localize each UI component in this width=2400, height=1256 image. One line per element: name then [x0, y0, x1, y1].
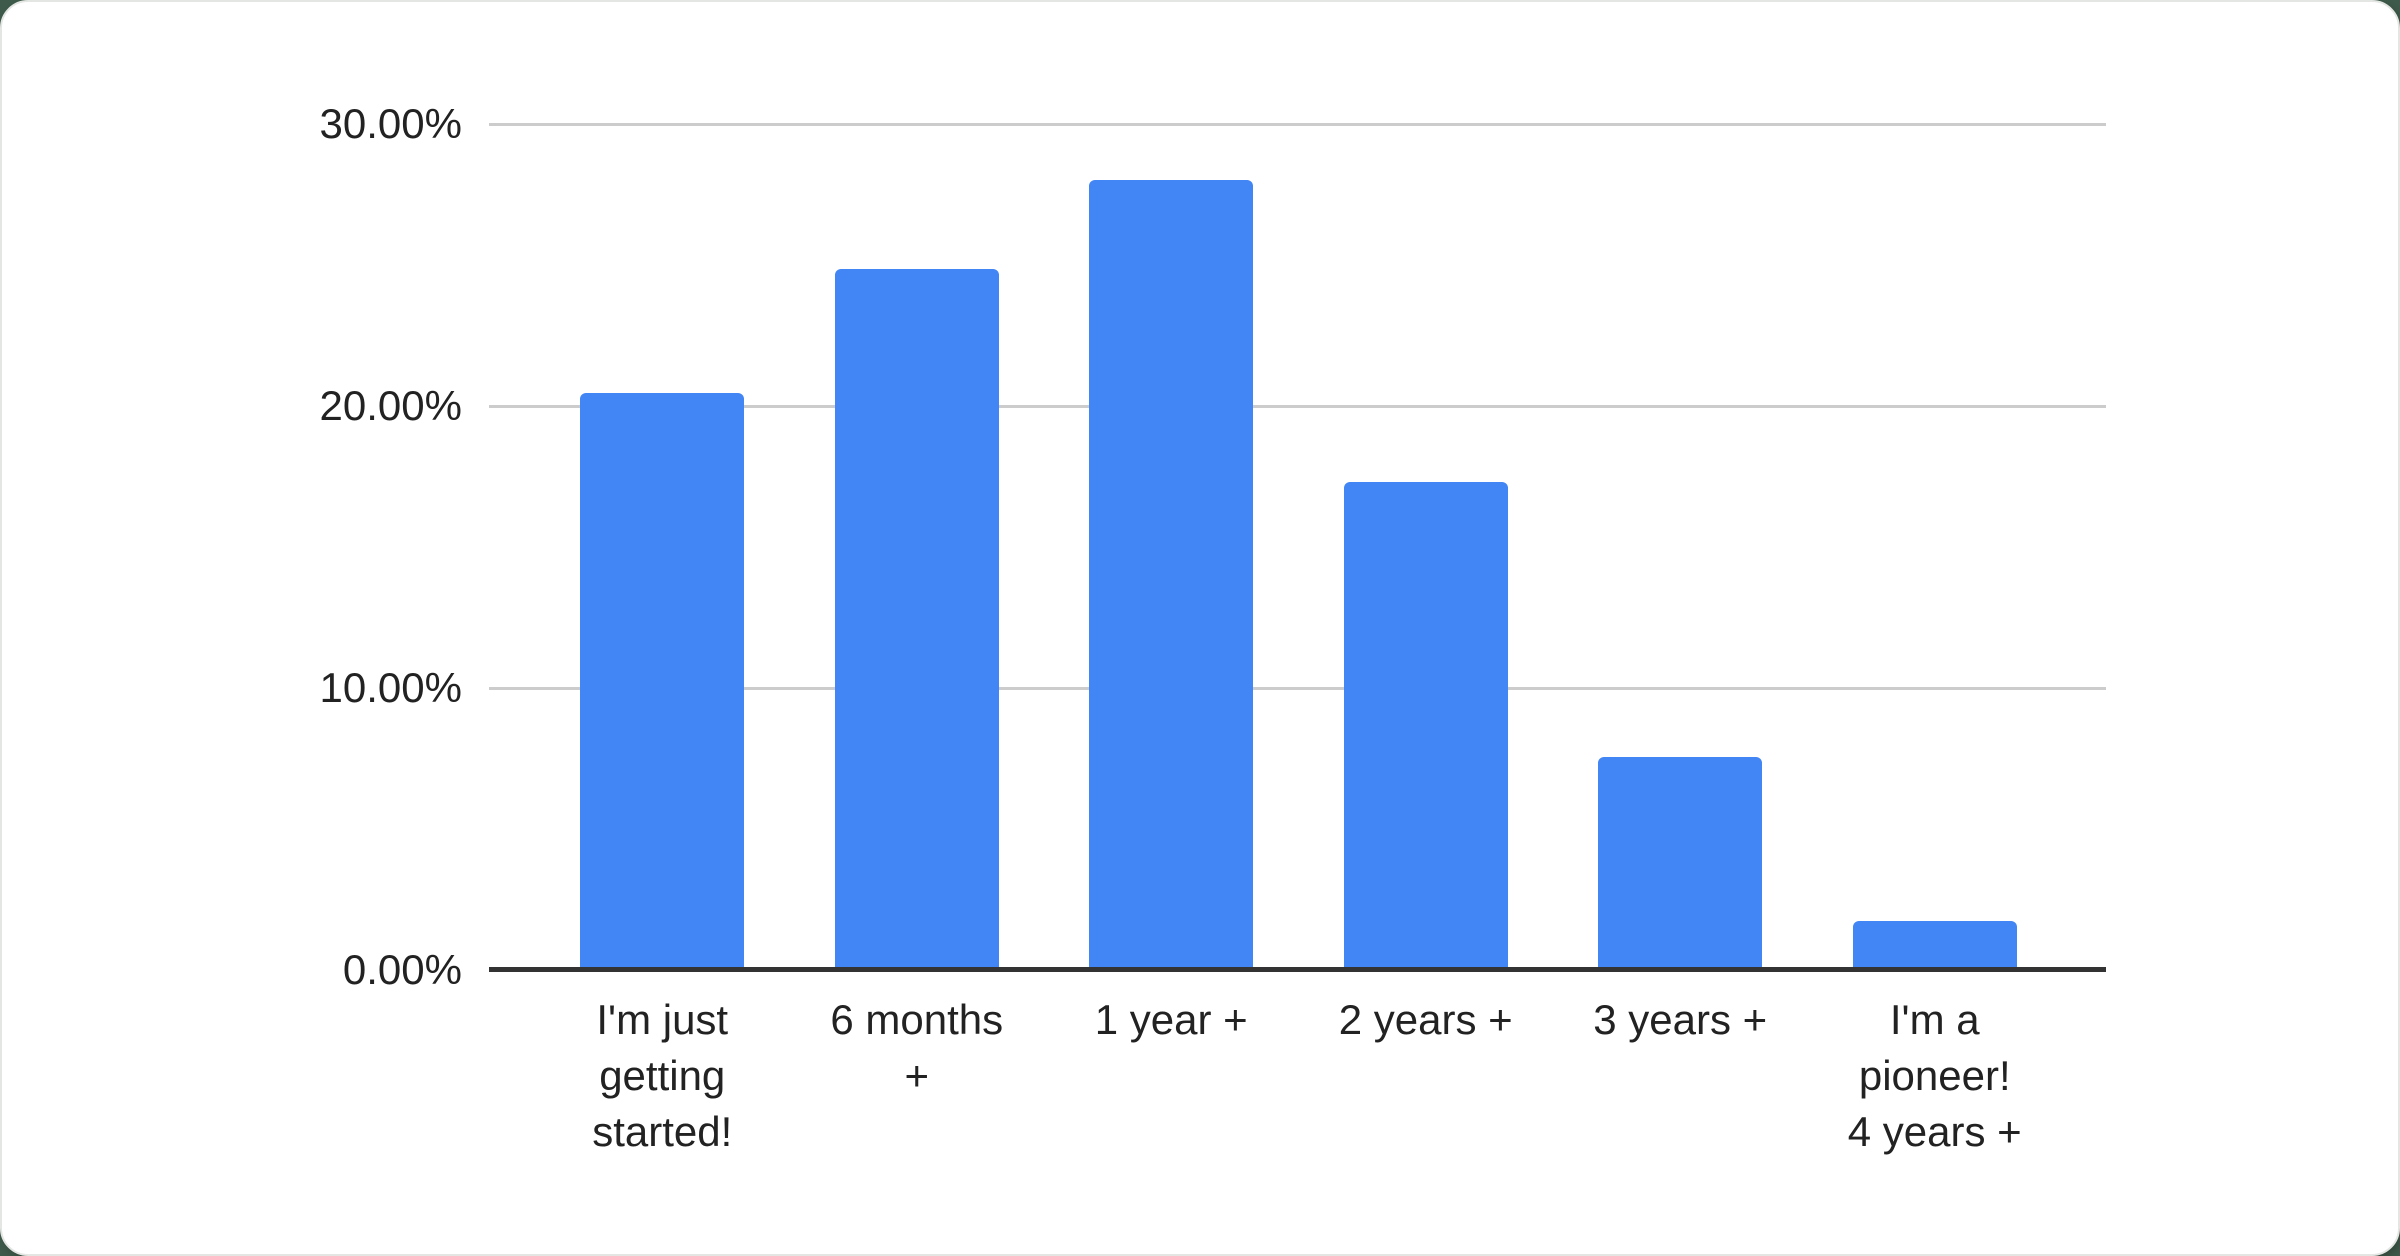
- gridline: [489, 123, 2106, 126]
- x-axis-category-label: 6 months +: [830, 996, 1004, 1099]
- bar-band: [1553, 757, 1808, 970]
- bar-band: [535, 393, 790, 970]
- bar-band: [1808, 920, 2063, 970]
- y-axis-tick-label: 10.00%: [319, 664, 462, 711]
- bar: [1343, 482, 1508, 970]
- bar: [1598, 757, 1763, 970]
- x-axis-category-label: I'm a pioneer! 4 years +: [1847, 996, 2022, 1155]
- plot-area: [489, 123, 2106, 972]
- x-axis-category-label: 2 years +: [1338, 996, 1513, 1043]
- x-axis-category-label: 3 years +: [1593, 996, 1768, 1043]
- y-axis-tick-label: 20.00%: [319, 382, 462, 429]
- bar: [1089, 180, 1254, 970]
- y-axis-tick-label: 30.00%: [319, 100, 462, 147]
- bar: [580, 393, 745, 970]
- gridline: [489, 687, 2106, 690]
- bar-band: [1299, 482, 1554, 970]
- gridline: [489, 405, 2106, 408]
- bar: [1852, 920, 2017, 970]
- x-axis-labels: I'm just getting started! 6 months + 1 yea…: [535, 992, 2062, 1160]
- x-axis-category-label: 1 year +: [1094, 996, 1248, 1043]
- bar-band: [790, 269, 1045, 970]
- bar-band: [1044, 180, 1299, 970]
- x-axis-category-label: I'm just getting started!: [592, 996, 733, 1155]
- bars-row: [535, 124, 2062, 970]
- bar: [834, 269, 999, 970]
- x-axis-line: [489, 967, 2106, 972]
- y-axis-tick-label: 0.00%: [342, 946, 462, 993]
